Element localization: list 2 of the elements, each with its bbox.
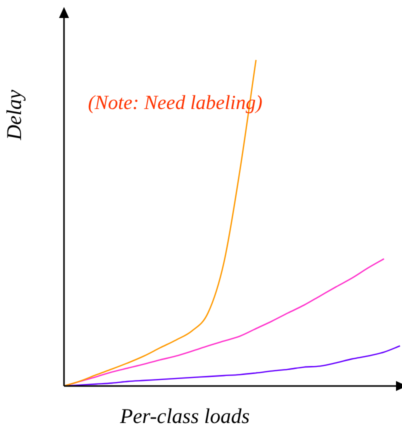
- x-axis-title: Per-class loads: [120, 404, 250, 428]
- y-axis-title: Delay: [2, 90, 27, 140]
